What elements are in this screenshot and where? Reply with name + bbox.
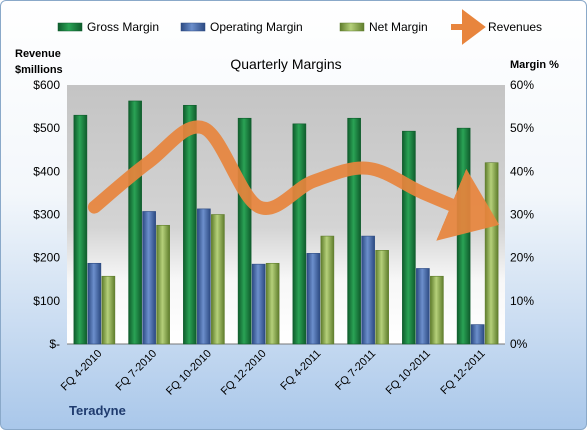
legend-item-gross-margin: Gross Margin xyxy=(57,20,159,34)
left-axis-title-line1: Revenue xyxy=(15,48,61,60)
legend-item-operating-margin: Operating Margin xyxy=(180,20,303,34)
legend-label-net-margin: Net Margin xyxy=(369,20,428,34)
operating-margin-bar xyxy=(197,208,211,345)
left-tick-label: $600 xyxy=(33,78,60,92)
x-tick-label: FQ 12-2011 xyxy=(438,348,487,397)
net-margin-bar xyxy=(484,162,499,345)
gross-margin-bar xyxy=(73,114,88,345)
gross-margin-bar xyxy=(292,123,307,345)
chart-title: Quarterly Margins xyxy=(230,56,341,72)
operating-margin-bar xyxy=(361,235,375,345)
x-tick-label: FQ 4-2011 xyxy=(278,348,323,393)
x-tick-label: FQ 7-2011 xyxy=(333,348,378,393)
net-margin-bar xyxy=(156,224,170,345)
right-axis-ticks: 0% 10% 20% 30% 40% 50% 60% xyxy=(510,78,534,351)
left-axis-title-line2: $millions xyxy=(15,64,63,76)
right-tick-label: 0% xyxy=(510,337,528,351)
operating-margin-bar xyxy=(306,253,321,345)
x-axis-labels: FQ 4-2010 FQ 7-2010 FQ 10-2010 FQ 12-2010 FQ… xyxy=(59,348,488,398)
x-tick-label: FQ 10-2011 xyxy=(384,348,433,397)
gross-margin-bar xyxy=(402,130,416,345)
left-tick-label: $400 xyxy=(33,164,60,178)
x-tick-label: FQ 10-2010 xyxy=(164,348,214,398)
gross-margin-bar xyxy=(128,100,142,345)
x-tick-label: FQ 12-2010 xyxy=(219,348,269,398)
operating-margin-bar xyxy=(416,268,430,345)
legend-swatch-net-margin xyxy=(339,22,365,32)
net-margin-bar xyxy=(211,214,225,345)
left-axis-ticks: $- $100 $200 $300 $400 $500 $600 xyxy=(33,78,60,351)
legend-label-revenues: Revenues xyxy=(488,20,542,34)
legend-item-revenues: Revenues xyxy=(451,9,542,45)
operating-margin-bar xyxy=(142,211,156,345)
left-tick-label: $200 xyxy=(33,251,60,265)
operating-margin-bar xyxy=(87,262,102,345)
right-tick-label: 50% xyxy=(510,121,534,135)
legend-swatch-gross-margin xyxy=(57,22,83,32)
right-tick-label: 30% xyxy=(510,208,534,222)
legend-label-operating-margin: Operating Margin xyxy=(210,20,303,34)
right-tick-label: 40% xyxy=(510,164,534,178)
net-margin-bar xyxy=(265,262,280,345)
gross-margin-bar xyxy=(237,117,252,345)
right-axis-title: Margin % xyxy=(510,59,559,71)
operating-margin-bar xyxy=(251,263,266,345)
net-margin-bar xyxy=(375,250,389,345)
right-tick-label: 20% xyxy=(510,251,534,265)
revenues-line xyxy=(87,120,500,241)
left-tick-label: $500 xyxy=(33,121,60,135)
left-tick-label: $100 xyxy=(33,294,60,308)
operating-margin-bar xyxy=(470,324,485,345)
left-tick-label: $- xyxy=(49,337,60,351)
net-margin-bar xyxy=(101,275,116,345)
net-margin-bar xyxy=(430,275,444,345)
left-tick-label: $300 xyxy=(33,208,60,222)
legend-item-net-margin: Net Margin xyxy=(339,20,428,34)
x-tick-label: FQ 7-2010 xyxy=(114,348,160,394)
gross-margin-bar xyxy=(456,127,471,345)
right-tick-label: 60% xyxy=(510,78,534,92)
legend-label-gross-margin: Gross Margin xyxy=(87,20,159,34)
legend-swatch-operating-margin xyxy=(180,22,206,32)
x-tick-label: FQ 4-2010 xyxy=(59,348,105,394)
gross-margin-bar xyxy=(183,104,197,345)
legend: Gross Margin Operating Margin Net Margin… xyxy=(57,9,542,45)
right-tick-label: 10% xyxy=(510,294,534,308)
gross-margin-bar xyxy=(347,117,361,345)
revenue-series xyxy=(87,120,500,241)
net-margin-bar xyxy=(320,235,335,345)
company-label: Teradyne xyxy=(69,403,126,418)
